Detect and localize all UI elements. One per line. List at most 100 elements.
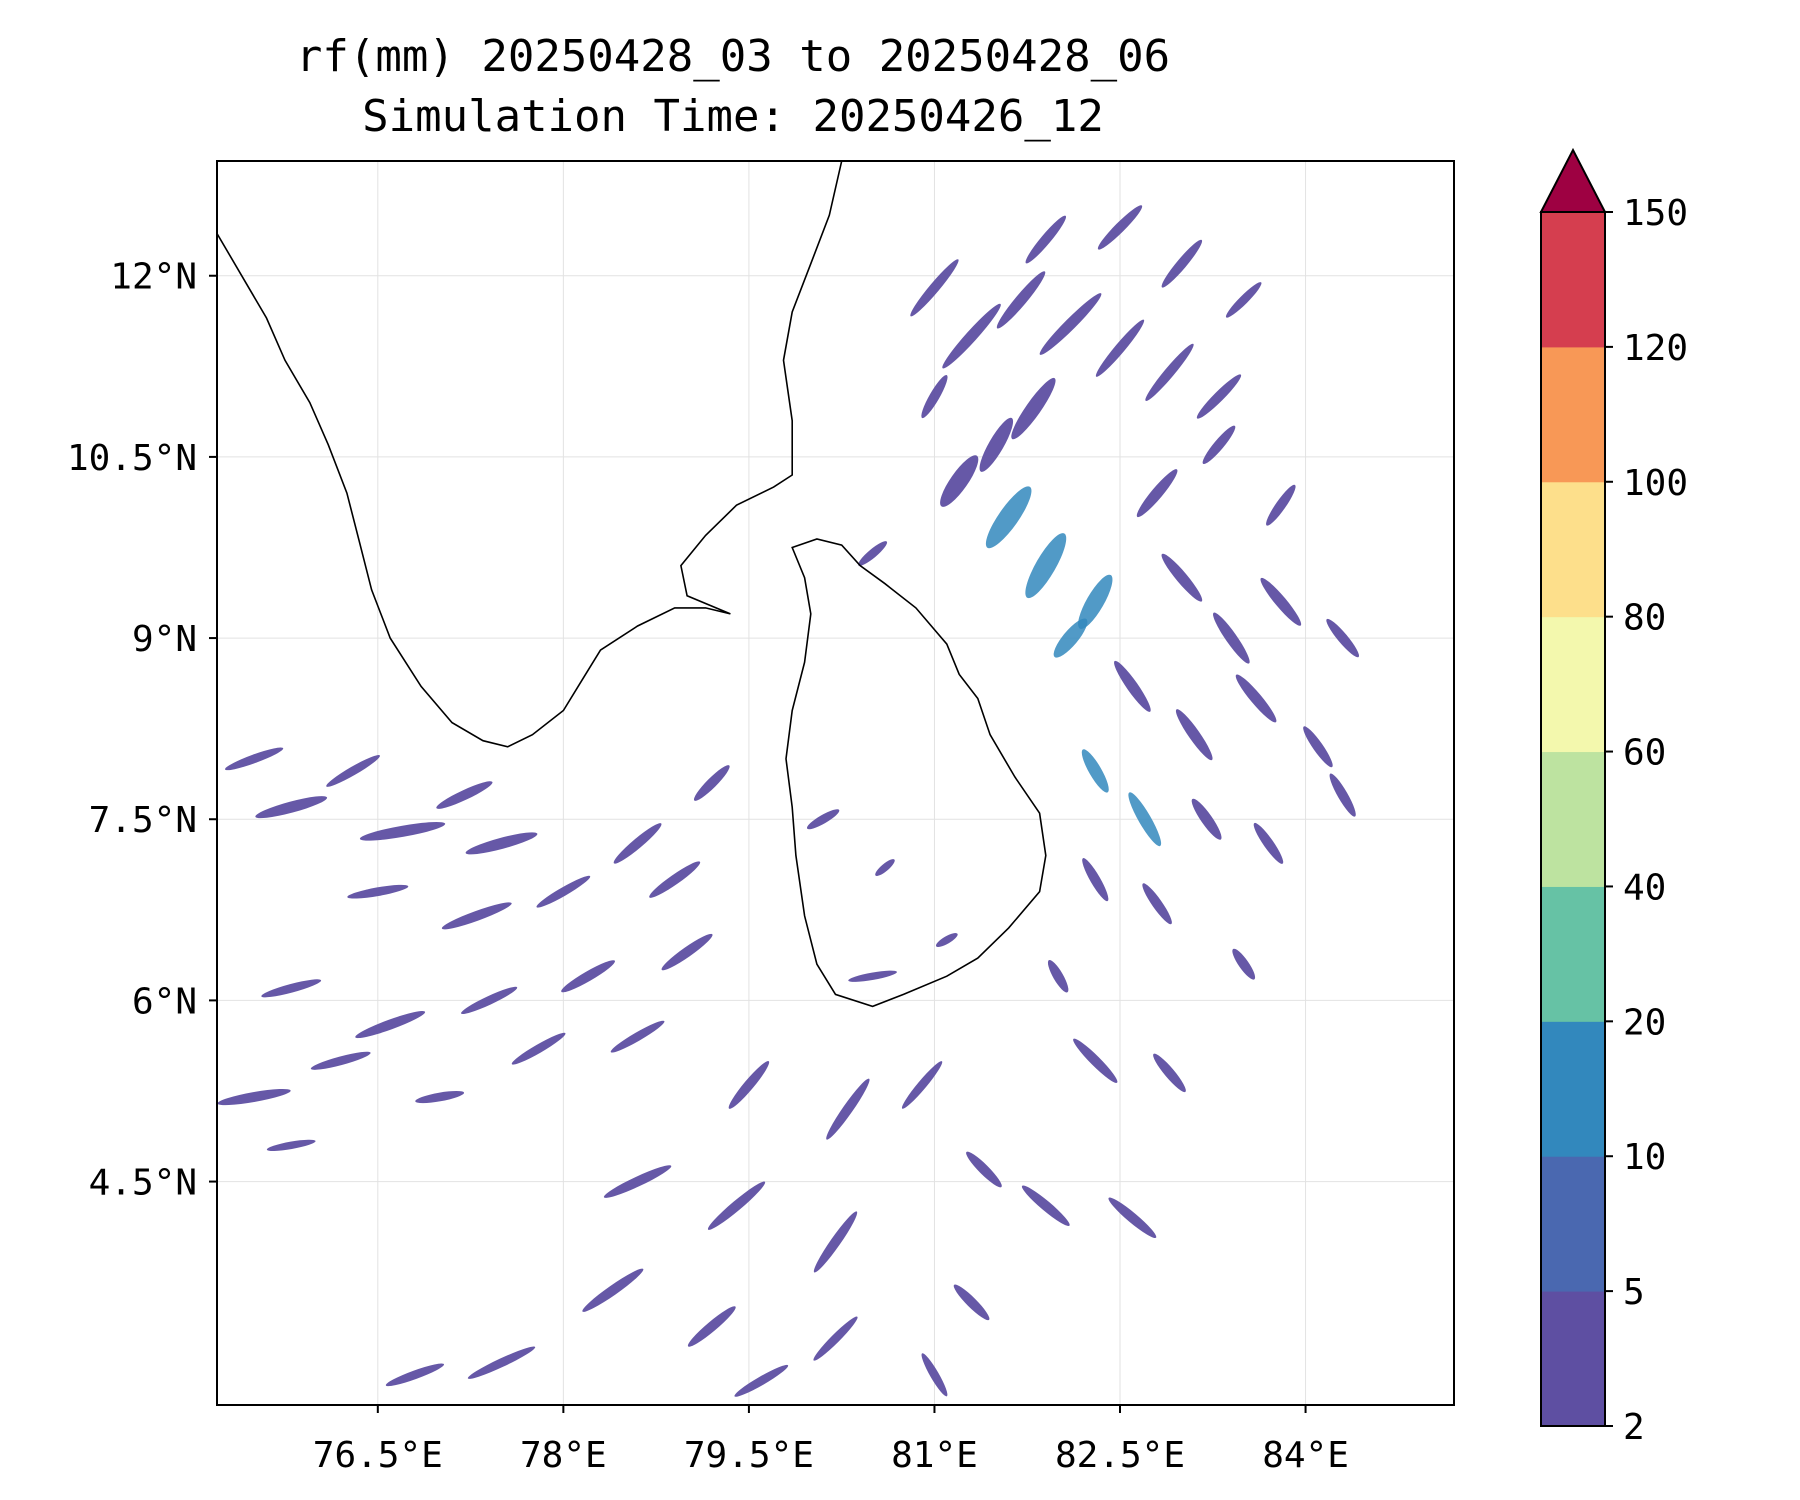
rainfall-field (217, 205, 1360, 1397)
rain-cell (1260, 577, 1302, 626)
colorbar-tick-label: 2 (1623, 1407, 1645, 1448)
rain-cell (1153, 1053, 1186, 1093)
rain-cell (1326, 618, 1360, 658)
map-frame (216, 160, 1455, 1406)
rain-cell (1196, 374, 1242, 419)
rain-cell (1114, 660, 1151, 712)
y-tick-label: 10.5°N (67, 438, 197, 479)
y-tick-label: 4.5°N (89, 1163, 197, 1204)
rain-cell (511, 1032, 566, 1065)
rain-cell (561, 960, 615, 993)
colorbar: 2 5 10 20 40 60 80 100 120 150 (1539, 147, 1688, 1448)
rain-cell (536, 875, 591, 908)
rain-cell (728, 1061, 770, 1109)
sri-lanka-coastline (785, 538, 1047, 1008)
rain-cell (385, 1363, 445, 1387)
map-subtitle: Simulation Time: 20250426_12 (362, 91, 1104, 142)
rain-cell (355, 1011, 426, 1039)
rain-cell (1235, 674, 1277, 723)
latitude-ticks: 12°N 10.5°N 9°N 7.5°N 6°N 4.5°N (67, 257, 217, 1204)
rain-cell (953, 1284, 990, 1321)
colorbar-tick-label: 10 (1623, 1137, 1666, 1178)
rain-cell (603, 1165, 672, 1198)
rain-cell (921, 374, 948, 419)
coastlines (217, 161, 1047, 1008)
rain-cell (326, 755, 380, 787)
colorbar-tick-label: 60 (1623, 733, 1666, 774)
y-tick-label: 9°N (132, 619, 197, 660)
rain-cell (465, 832, 538, 855)
rain-cell (1011, 377, 1056, 440)
rain-cell (461, 986, 518, 1015)
rain-cell (996, 271, 1046, 329)
x-tick-label: 82.5°E (1055, 1435, 1185, 1476)
x-tick-label: 81°E (891, 1435, 978, 1476)
rain-cell (942, 303, 1001, 369)
rain-cell (467, 1346, 536, 1379)
rain-cell (266, 1139, 316, 1151)
rain-cell (935, 933, 958, 947)
colorbar-tick-label: 5 (1623, 1272, 1645, 1313)
rain-cell (1128, 792, 1162, 847)
colorbar-segment (1541, 481, 1605, 618)
rain-cell (347, 884, 409, 899)
rain-cell (359, 822, 446, 841)
rain-cell (1025, 533, 1067, 599)
y-tick-label: 7.5°N (89, 800, 197, 841)
rain-cell (1253, 822, 1284, 864)
colorbar-segment (1541, 1291, 1605, 1427)
x-tick-label: 79.5°E (684, 1435, 814, 1476)
india-coastline (217, 161, 843, 748)
colorbar-extend-arrow (1539, 147, 1607, 213)
colorbar-frame (1540, 211, 1606, 1427)
rain-cell (1142, 883, 1172, 925)
colorbar-segment (1541, 1021, 1605, 1157)
rain-cell (813, 1211, 858, 1273)
rain-cell (1082, 858, 1109, 902)
colorbar-segment (1541, 346, 1605, 483)
colorbar-tick-label: 120 (1623, 328, 1688, 369)
rain-cell (858, 541, 888, 566)
rain-cell (225, 747, 284, 771)
rain-cell (966, 1151, 1002, 1188)
rain-cell (826, 1078, 870, 1140)
rain-cell (979, 417, 1014, 472)
rain-cell (693, 765, 730, 801)
colorbar-tick-label: 100 (1623, 463, 1688, 504)
rain-cell (813, 1316, 858, 1361)
rain-cell (910, 259, 959, 317)
rain-cell (921, 1353, 948, 1397)
rain-cell (1021, 1185, 1070, 1226)
rain-cell (734, 1364, 789, 1397)
rain-cell (261, 979, 322, 998)
rain-cell (1078, 574, 1113, 629)
x-tick-label: 78°E (520, 1435, 607, 1476)
rain-cell (1136, 469, 1178, 518)
rain-cell (441, 902, 512, 930)
x-tick-label: 84°E (1262, 1435, 1349, 1476)
rain-cell (1175, 709, 1213, 761)
map-title: rf(mm) 20250428_03 to 20250428_06 (295, 31, 1171, 82)
rain-cell (436, 781, 493, 809)
rain-cell (1161, 553, 1203, 602)
rain-cell (1202, 425, 1236, 465)
x-tick-label: 76.5°E (313, 1435, 443, 1476)
rain-cell (310, 1051, 371, 1070)
rain-cell (1073, 1038, 1118, 1083)
rain-cell (217, 1088, 291, 1106)
colorbar-segment (1541, 616, 1605, 753)
rain-cell (610, 1020, 665, 1053)
rain-cell (649, 861, 701, 898)
rain-cell (255, 796, 328, 819)
rain-cell (582, 1268, 644, 1312)
rain-cell (875, 859, 895, 876)
rain-cell (1266, 484, 1296, 526)
rain-cell (940, 455, 979, 507)
longitude-ticks: 76.5°E 78°E 79.5°E 81°E 82.5°E 84°E (313, 1405, 1349, 1476)
colorbar-tick-label: 80 (1623, 598, 1666, 639)
rain-cell (1047, 959, 1069, 993)
rain-cell (1145, 343, 1194, 401)
rain-cell (1025, 215, 1067, 264)
rain-cell (707, 1181, 766, 1230)
rain-cell (1053, 618, 1088, 658)
